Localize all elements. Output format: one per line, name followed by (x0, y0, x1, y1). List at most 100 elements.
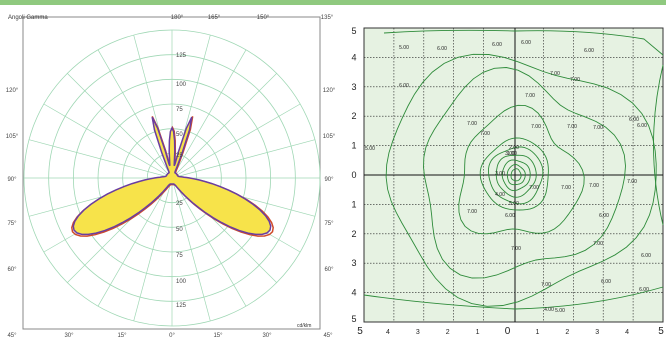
polar-grid-spoke (171, 139, 316, 179)
isolux-contour-value: 6.00 (584, 48, 594, 54)
polar-grid-spoke (133, 177, 173, 322)
polar-right-angle-label: 75° (324, 221, 334, 227)
isolux-contour-value: 7.00 (467, 121, 477, 127)
polar-grid-spoke (171, 49, 247, 179)
polar-diagram-panel: Angoli Gamma cd/klm 180° 165° 150° 135° 120°… (0, 5, 340, 339)
isolux-y-axis-label: 1 (351, 199, 356, 209)
isolux-x-axis-label: 1 (476, 329, 480, 336)
polar-radial-label: 125 (176, 303, 187, 309)
isolux-y-axis-label: 5 (351, 314, 356, 324)
isolux-contour-value: 7.00 (593, 125, 603, 131)
polar-top-angle-label: 135° (321, 15, 334, 21)
polar-radial-label: 75 (176, 253, 183, 259)
isolux-y-axis-label: 4 (351, 52, 356, 62)
isolux-contour-outer (423, 67, 626, 279)
isolux-contour-value: 3.00 (495, 171, 505, 177)
polar-radial-label: 25 (176, 201, 183, 207)
polar-left-angle-label: 120° (6, 88, 19, 94)
isolux-contour-value: 4.00 (544, 307, 554, 313)
isolux-x-axis-label: 5 (658, 326, 664, 337)
polar-radial-label: 50 (176, 132, 183, 138)
polar-radial-label: 125 (176, 53, 187, 59)
polar-top-angle-label: 165° (208, 15, 221, 21)
polar-radial-label: 50 (176, 227, 183, 233)
isolux-contour-outer (458, 104, 585, 235)
isolux-contour-value: 7.00 (589, 183, 599, 189)
polar-radial-label: 100 (176, 279, 187, 285)
polar-top-angle-label: 150° (257, 15, 270, 21)
isolux-y-axis-label: 3 (351, 82, 356, 92)
isolux-contour-value: 6.00 (637, 123, 647, 129)
isolux-contour-value: 3.00 (505, 151, 515, 157)
isolux-contour-value: 6.00 (639, 287, 649, 293)
isolux-contour-inner (479, 137, 549, 211)
isolux-contour-value: 7.00 (561, 185, 571, 191)
polar-diagram: Angoli Gamma cd/klm 180° 165° 150° 135° 120°… (6, 15, 336, 339)
isolux-diagram: 5.00 6.006.00 6.006.007.006.007.007.006.00… (351, 26, 664, 337)
polar-bottom-angle-label: 30° (262, 333, 272, 338)
isolux-contour-value: 4.00 (495, 192, 505, 198)
isolux-x-axis-label: 1 (535, 329, 539, 336)
isolux-contour-edge (653, 64, 664, 226)
isolux-contour-edge (363, 286, 664, 310)
isolux-x-axis-label: 4 (386, 329, 390, 336)
isolux-y-axis-label: 4 (351, 288, 356, 298)
isolux-contour-value: 5.00 (555, 308, 565, 314)
isolux-x-axis-label: 2 (446, 329, 450, 336)
isolux-contour-value: 7.00 (541, 282, 551, 288)
polar-bottom-angle-label: 45° (7, 333, 17, 338)
polar-grid-spoke (97, 177, 173, 307)
polar-right-angle-label: 60° (324, 267, 334, 273)
polar-radial-label: 75 (176, 107, 183, 113)
isolux-contour-value: 7.00 (511, 246, 521, 252)
polar-grid-spoke (28, 139, 173, 179)
isolux-contour-value: 6.00 (599, 213, 609, 219)
isolux-contour-value: 7.00 (550, 71, 560, 77)
isolux-contour-inner (506, 164, 526, 186)
polar-left-angle-label: 75° (7, 221, 17, 227)
isolux-y-axis-label: 0 (351, 170, 356, 180)
polar-right-angle-label: 105° (323, 134, 336, 140)
isolux-contour-outer (385, 53, 657, 307)
polar-left-angle-label: 105° (6, 134, 19, 140)
isolux-contour-value: 7.00 (531, 124, 541, 130)
isolux-y-axis-label: 3 (351, 258, 356, 268)
isolux-contour-labels: 5.00 6.006.00 6.006.007.006.007.007.006.00… (365, 40, 651, 314)
isolux-contour-value: 7.00 (570, 77, 580, 83)
isolux-contour-value: 6.00 (641, 253, 651, 259)
isolux-contour-inner (488, 146, 544, 205)
polar-bottom-angle-label: 30° (64, 333, 74, 338)
polar-radial-label: 25 (176, 153, 183, 159)
isolux-contour-value: 7.00 (525, 93, 535, 99)
isolux-y-axis-label: 2 (351, 229, 356, 239)
polar-left-angle-label: 90° (7, 177, 17, 183)
isolux-contour-value: 6.00 (399, 83, 409, 89)
isolux-x-axis-label: 3 (595, 329, 599, 336)
isolux-contour-inner (501, 159, 531, 192)
isolux-y-axis-label: 2 (351, 111, 356, 121)
isolux-contour-value: 2.00 (509, 145, 519, 151)
isolux-contour-value: 7.00 (567, 124, 577, 130)
polar-bottom-angle-label: 0° (169, 333, 175, 338)
isolux-contour-value: 5.00 (365, 146, 375, 152)
polar-grid-spoke (171, 177, 211, 322)
polar-grid-spoke (171, 103, 301, 179)
polar-title: Angoli Gamma (8, 15, 48, 21)
isolux-contour-value: 6.00 (505, 213, 515, 219)
polar-right-angle-label: 120° (323, 88, 336, 94)
isolux-contour-value: 7.00 (529, 185, 539, 191)
polar-grid-spoke (171, 73, 277, 179)
polar-unit-label: cd/klm (297, 323, 311, 329)
isolux-y-axis-label: 5 (351, 26, 356, 36)
isolux-contours (363, 29, 664, 310)
isolux-x-axis-label: 0 (505, 326, 511, 337)
isolux-diagram-panel: 5.00 6.00 6.00 6.00 6.00 7.00 6.00 7.00 7.00 6.00… (344, 25, 666, 338)
isolux-x-axis-label: 4 (625, 329, 629, 336)
isolux-contour-value: 7.00 (467, 209, 477, 215)
isolux-contour-value: 7.00 (480, 131, 490, 137)
isolux-contour-value: 6.00 (601, 279, 611, 285)
luminous-intensity-curve (71, 116, 274, 237)
isolux-contour-value: 6.00 (629, 117, 639, 123)
isolux-y-axis-label: 1 (351, 141, 356, 151)
